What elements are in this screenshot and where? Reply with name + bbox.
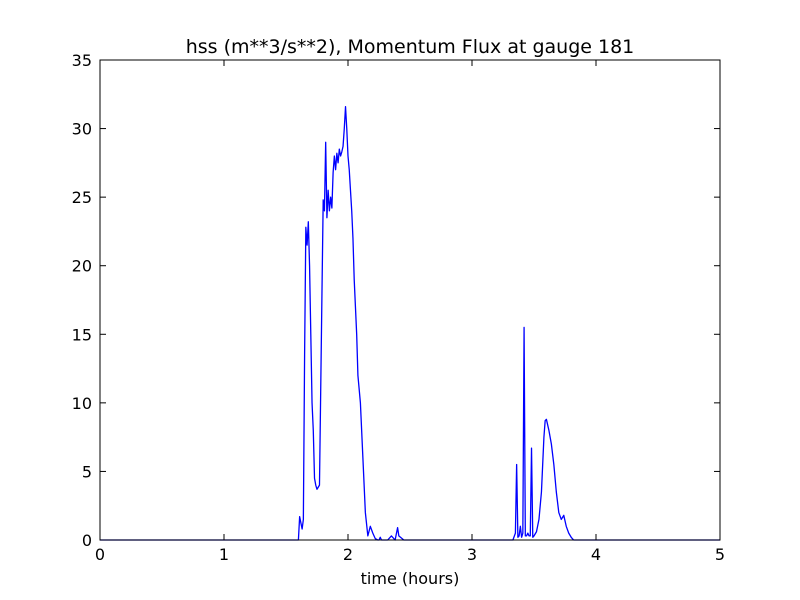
x-tick-label: 1	[219, 545, 229, 564]
x-tick-label: 0	[95, 545, 105, 564]
chart-title: hss (m**3/s**2), Momentum Flux at gauge …	[186, 36, 635, 58]
y-tick-label: 35	[72, 51, 92, 70]
y-tick-label: 0	[82, 531, 92, 550]
x-axis-title: time (hours)	[361, 569, 460, 588]
x-tick-label: 5	[715, 545, 725, 564]
x-tick-label: 2	[343, 545, 353, 564]
y-tick-label: 30	[72, 120, 92, 139]
y-tick-label: 20	[72, 257, 92, 276]
y-tick-label: 15	[72, 325, 92, 344]
y-tick-label: 25	[72, 188, 92, 207]
y-tick-label: 5	[82, 462, 92, 481]
x-tick-label: 4	[591, 545, 601, 564]
axes: 0 1 2 3 4 5 0 5 10 15 20 25 30 35	[72, 51, 725, 564]
axes-frame	[99, 59, 721, 541]
y-tick-label: 10	[72, 394, 92, 413]
x-tick-label: 3	[467, 545, 477, 564]
